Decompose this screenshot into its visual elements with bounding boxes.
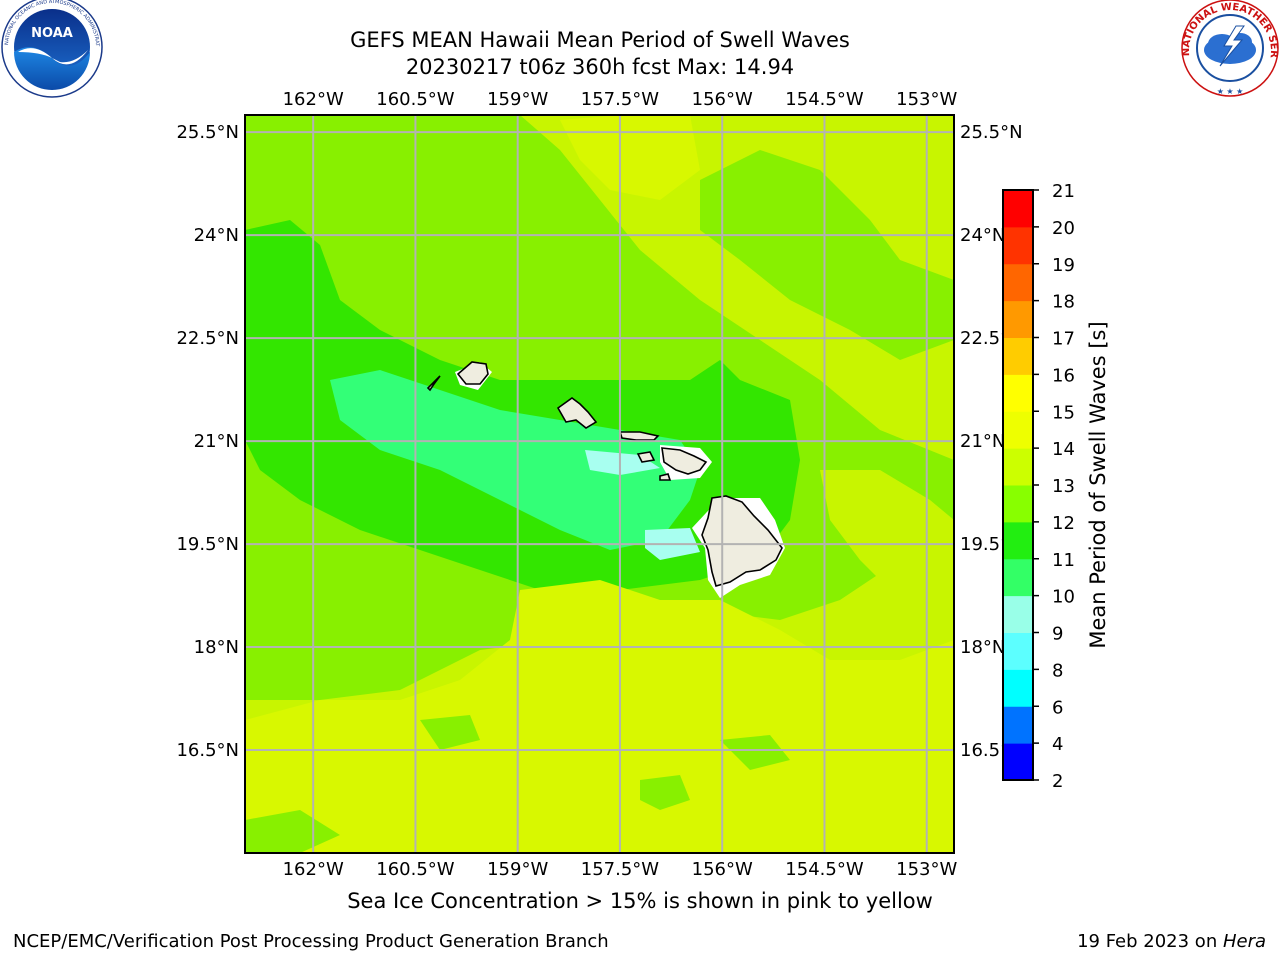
- lat-tick-label-left: 16.5°N: [176, 740, 239, 761]
- colorbar-tick-label: 15: [1052, 402, 1075, 423]
- colorbar: 2 4 6 8 9 10 11 12 13 14 15 16 17 18 19 20 21: [1002, 181, 1075, 792]
- noaa-logo: NOAA NATIONAL OCEANIC AND ATMOSPHERIC AD…: [0, 0, 103, 98]
- lon-tick-label-bottom: 159°W: [487, 859, 548, 880]
- graticule: [245, 115, 954, 853]
- colorbar-swatch: [1003, 300, 1033, 338]
- colorbar-swatch: [1003, 226, 1033, 265]
- colorbar-tick-label: 19: [1052, 255, 1075, 276]
- lon-tick-label-top: 162°W: [283, 89, 344, 110]
- map-title: GEFS MEAN Hawaii Mean Period of Swell Wa…: [350, 28, 850, 52]
- colorbar-label: Mean Period of Swell Waves [s]: [1086, 321, 1110, 649]
- map-subtitle: 20230217 t06z 360h fcst Max: 14.94: [405, 55, 795, 79]
- lat-tick-label-left: 25.5°N: [176, 122, 239, 143]
- colorbar-tick-label: 4: [1052, 734, 1063, 755]
- colorbar-swatch: [1003, 632, 1033, 670]
- lat-tick-label-left: 22.5°N: [176, 328, 239, 349]
- colorbar-swatch: [1003, 263, 1033, 302]
- colorbar-tick-label: 12: [1052, 513, 1075, 534]
- colorbar-tick-label: 6: [1052, 697, 1063, 718]
- svg-text:NOAA: NOAA: [31, 26, 73, 41]
- colorbar-swatch: [1003, 485, 1033, 523]
- lon-tick-label-bottom: 156°W: [692, 859, 753, 880]
- lat-tick-label-right: 25.5°N: [960, 122, 1023, 143]
- lat-tick-label-right: 24°N: [960, 225, 1005, 246]
- colorbar-swatch: [1003, 595, 1033, 633]
- colorbar-tick-label: 8: [1052, 660, 1063, 681]
- colorbar-swatch: [1003, 669, 1033, 707]
- lon-tick-label-bottom: 154.5°W: [785, 859, 864, 880]
- colorbar-tick-label: 2: [1052, 771, 1063, 792]
- credit-date: 19 Feb 2023 on Hera: [1077, 931, 1266, 952]
- colorbar-tick-label: 14: [1052, 439, 1075, 460]
- svg-text:★ ★ ★: ★ ★ ★: [1217, 87, 1244, 96]
- colorbar-tick-label: 20: [1052, 218, 1075, 239]
- colorbar-tick-label: 21: [1052, 181, 1075, 202]
- swell-period-field: [245, 115, 954, 853]
- lon-tick-label-top: 156°W: [692, 89, 753, 110]
- lat-tick-label-left: 21°N: [194, 431, 239, 452]
- colorbar-swatch: [1003, 337, 1033, 375]
- colorbar-swatch: [1003, 374, 1033, 412]
- colorbar-tick-label: 11: [1052, 550, 1075, 571]
- credit-host: Hera: [1222, 931, 1266, 952]
- map-frame: [244, 114, 955, 854]
- lon-tick-label-top: 159°W: [487, 89, 548, 110]
- colorbar-tick-label: 9: [1052, 624, 1063, 645]
- lon-tick-label-bottom: 153°W: [896, 859, 957, 880]
- sea-ice-note: Sea Ice Concentration > 15% is shown in …: [347, 889, 933, 913]
- colorbar-swatch: [1003, 521, 1033, 560]
- lon-tick-label-top: 157.5°W: [581, 89, 660, 110]
- lon-tick-label-bottom: 162°W: [283, 859, 344, 880]
- lat-tick-label-right: 18°N: [960, 637, 1005, 658]
- lat-tick-label-left: 19.5°N: [176, 534, 239, 555]
- colorbar-tick-label: 13: [1052, 476, 1075, 497]
- lon-tick-label-bottom: 157.5°W: [581, 859, 660, 880]
- colorbar-swatch: [1003, 743, 1033, 781]
- colorbar-swatch: [1003, 448, 1033, 486]
- colorbar-swatch: [1003, 190, 1033, 228]
- lon-tick-label-top: 153°W: [896, 89, 957, 110]
- lon-tick-label-bottom: 160.5°W: [376, 859, 455, 880]
- colorbar-swatch: [1003, 558, 1033, 597]
- credit-date-text: 19 Feb 2023 on: [1077, 931, 1223, 952]
- credit-branch: NCEP/EMC/Verification Post Processing Pr…: [13, 931, 609, 952]
- colorbar-tick-label: 18: [1052, 292, 1075, 313]
- colorbar-swatch: [1003, 706, 1033, 744]
- colorbar-tick-label: 17: [1052, 329, 1075, 350]
- lon-tick-label-top: 160.5°W: [376, 89, 455, 110]
- lat-tick-label-left: 18°N: [194, 637, 239, 658]
- colorbar-swatch: [1003, 411, 1033, 449]
- lon-tick-label-top: 154.5°W: [785, 89, 864, 110]
- lat-tick-label-left: 24°N: [194, 225, 239, 246]
- colorbar-tick-label: 10: [1052, 587, 1075, 608]
- colorbar-tick-label: 16: [1052, 365, 1075, 386]
- lat-tick-label-right: 21°N: [960, 431, 1005, 452]
